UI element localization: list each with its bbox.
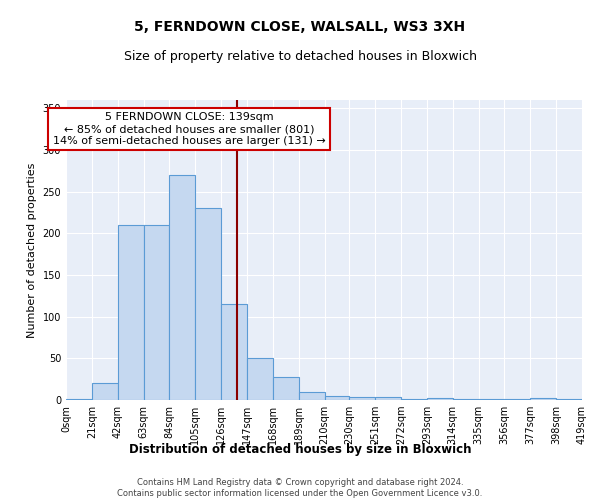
Text: Contains HM Land Registry data © Crown copyright and database right 2024.
Contai: Contains HM Land Registry data © Crown c… xyxy=(118,478,482,498)
Bar xyxy=(505,399,530,400)
Bar xyxy=(349,396,375,400)
Text: 5 FERNDOWN CLOSE: 139sqm
← 85% of detached houses are smaller (801)
14% of semi-: 5 FERNDOWN CLOSE: 139sqm ← 85% of detach… xyxy=(53,112,326,146)
Bar xyxy=(169,175,196,400)
Bar xyxy=(556,399,582,400)
Bar xyxy=(273,376,299,400)
Bar xyxy=(92,384,118,400)
Bar xyxy=(143,225,169,400)
Bar xyxy=(427,398,452,400)
Bar xyxy=(375,396,401,400)
Text: 5, FERNDOWN CLOSE, WALSALL, WS3 3XH: 5, FERNDOWN CLOSE, WALSALL, WS3 3XH xyxy=(134,20,466,34)
Bar xyxy=(247,358,273,400)
Y-axis label: Number of detached properties: Number of detached properties xyxy=(27,162,37,338)
Bar xyxy=(401,399,427,400)
Bar xyxy=(66,399,92,400)
Bar xyxy=(325,396,349,400)
Bar xyxy=(530,398,556,400)
Bar xyxy=(452,399,479,400)
Text: Distribution of detached houses by size in Bloxwich: Distribution of detached houses by size … xyxy=(129,442,471,456)
Bar xyxy=(196,208,221,400)
Bar xyxy=(118,225,143,400)
Bar xyxy=(299,392,325,400)
Bar xyxy=(479,399,505,400)
Text: Size of property relative to detached houses in Bloxwich: Size of property relative to detached ho… xyxy=(124,50,476,63)
Bar xyxy=(221,304,247,400)
